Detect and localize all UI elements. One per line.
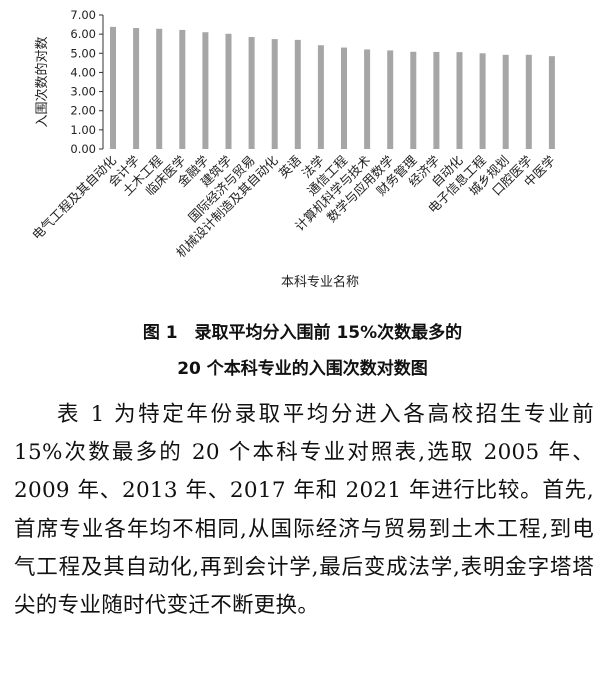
bar (410, 51, 417, 149)
category-labels: 电气工程及其自动化会计学土木工程临床医学金融学建筑学国际经济与贸易机械设计制造及… (29, 152, 558, 260)
category-label: 电气工程及其自动化 (29, 152, 120, 243)
y-tick-label: 0.00 (70, 142, 96, 156)
bar (110, 26, 116, 149)
bar (271, 39, 278, 150)
bar (225, 33, 232, 150)
figure-caption-line-2: 20 个本科专业的入围次数对数图 (177, 359, 428, 379)
y-axis: 0.00 1.00 2.00 3.00 4.00 5.00 6.00 7.00 (70, 8, 104, 156)
bar (156, 28, 163, 149)
y-axis-title: 入围次数的对数 (34, 36, 50, 127)
bar (479, 53, 486, 149)
bar (364, 49, 371, 150)
y-tick-label: 6.00 (70, 27, 96, 41)
bar (294, 39, 301, 150)
bar (433, 51, 440, 150)
figure-caption-line-1: 图 1 录取平均分入围前 15%次数最多的 (142, 323, 463, 343)
bars (110, 26, 555, 150)
bar (525, 54, 532, 150)
body-paragraph: 表 1 为特定年份录取平均分进入各高校招生专业前 15%次数最多的 20 个本科… (14, 402, 594, 619)
y-tick-label: 1.00 (70, 123, 96, 137)
y-tick-label: 3.00 (70, 85, 96, 99)
y-tick-label: 2.00 (70, 104, 96, 118)
bar (317, 45, 324, 150)
y-tick-label: 5.00 (70, 46, 96, 60)
bar (502, 54, 509, 150)
y-tick-label: 7.00 (70, 8, 96, 22)
bar (133, 28, 140, 149)
bar (202, 32, 209, 149)
category-label: 英语 (276, 153, 304, 181)
bar (341, 47, 347, 149)
bar (548, 56, 555, 149)
x-axis-title: 本科专业名称 (281, 274, 359, 290)
y-tick-label: 4.00 (70, 65, 96, 79)
bar (248, 37, 255, 150)
bar (456, 52, 463, 149)
bar (387, 50, 394, 149)
bar-chart: 0.00 1.00 2.00 3.00 4.00 5.00 6.00 7.00 电气工程及其自… (29, 8, 558, 290)
bar (179, 29, 186, 150)
